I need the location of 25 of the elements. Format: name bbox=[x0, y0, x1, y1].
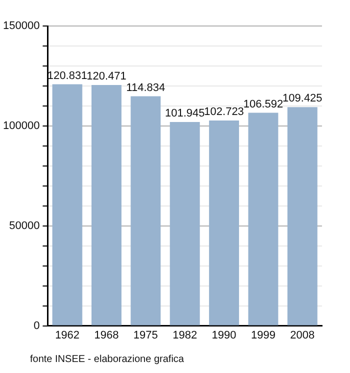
data-label: 120.471 bbox=[86, 70, 126, 83]
x-tick-label: 1975 bbox=[133, 329, 158, 342]
x-tick-label: 1982 bbox=[172, 329, 198, 342]
x-tick-label: 1990 bbox=[212, 329, 236, 342]
bar bbox=[248, 112, 278, 326]
bar bbox=[52, 84, 82, 326]
x-tick-label: 1968 bbox=[94, 329, 119, 342]
bar bbox=[130, 96, 161, 326]
source-note: fonte INSEE - elaborazione grafica bbox=[30, 354, 184, 365]
y-tick-label: 150000 bbox=[2, 20, 40, 32]
bar bbox=[170, 122, 200, 326]
y-tick-label: 100000 bbox=[2, 120, 40, 132]
y-tick-label: 50000 bbox=[9, 220, 40, 232]
x-tick-label: 2008 bbox=[290, 329, 315, 342]
data-label: 106.592 bbox=[243, 98, 284, 110]
bar bbox=[91, 85, 122, 326]
y-tick-label: 0 bbox=[34, 320, 40, 332]
bar bbox=[209, 120, 240, 326]
data-label: 101.945 bbox=[164, 108, 205, 120]
x-tick-label: 1962 bbox=[55, 329, 80, 342]
bar bbox=[287, 107, 318, 326]
data-label: 102.723 bbox=[204, 106, 244, 118]
data-label: 109.425 bbox=[282, 92, 322, 105]
x-tick-label: 1999 bbox=[250, 329, 276, 342]
data-label: 114.834 bbox=[126, 82, 166, 94]
